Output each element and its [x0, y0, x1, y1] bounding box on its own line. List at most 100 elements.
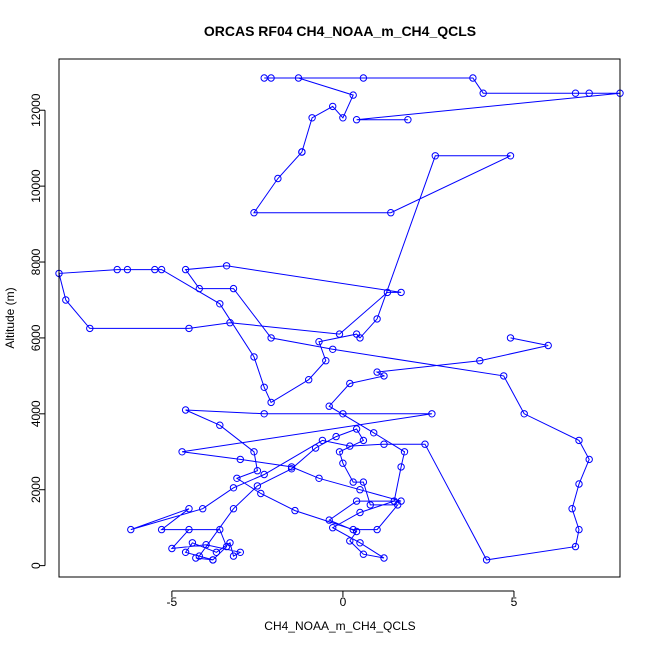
data-point [253, 482, 262, 490]
data-point [380, 440, 388, 448]
data-point [157, 525, 166, 534]
data-point [168, 544, 176, 553]
data-point [157, 265, 166, 274]
data-point [352, 116, 361, 124]
data-point [325, 516, 333, 524]
data-point [397, 288, 405, 297]
y-tick-label: 2000 [29, 476, 43, 503]
data-point [575, 480, 583, 488]
series-line-1 [58, 77, 621, 561]
data-point [226, 539, 234, 547]
data-point [185, 525, 193, 534]
data-point [250, 353, 258, 361]
data-point [428, 410, 436, 418]
data-point [229, 284, 238, 293]
data-point [349, 91, 357, 99]
x-tick-label: -5 [167, 595, 178, 609]
data-point [339, 459, 347, 467]
data-point [346, 442, 354, 450]
data-point [352, 527, 361, 536]
data-point [291, 506, 299, 515]
data-point [229, 505, 238, 513]
data-point [335, 330, 344, 338]
data-point [506, 334, 515, 342]
data-point [359, 74, 368, 82]
data-point [181, 406, 190, 414]
data-point [359, 436, 368, 445]
data-point [226, 319, 234, 327]
data-point [356, 486, 364, 494]
data-point [113, 265, 121, 274]
data-point [322, 357, 330, 365]
data-point [216, 525, 224, 534]
y-tick-label: 4000 [29, 400, 43, 427]
data-point [571, 89, 580, 97]
data-point [352, 497, 361, 505]
data-point [123, 265, 132, 274]
data-point [250, 209, 258, 217]
data-point [229, 484, 238, 492]
data-point [185, 324, 193, 333]
y-tick-label: 0 [29, 562, 43, 569]
data-point [346, 379, 354, 388]
data-point [329, 524, 337, 532]
data-point [476, 357, 484, 365]
data-point [195, 552, 204, 560]
data-point [585, 89, 593, 97]
data-point [260, 470, 268, 479]
data-point [212, 548, 221, 556]
data-point [500, 372, 508, 380]
data-point [431, 152, 439, 160]
data-point [335, 448, 344, 456]
y-tick-label: 6000 [29, 324, 43, 351]
data-point [315, 338, 323, 346]
data-point [390, 497, 398, 505]
data-point [356, 508, 364, 517]
data-point [370, 429, 378, 437]
data-point [202, 541, 210, 549]
data-point [346, 537, 354, 545]
data-point [482, 556, 491, 564]
data-point [575, 436, 583, 445]
data-point [222, 262, 231, 270]
plot-area [55, 74, 624, 564]
data-point [199, 505, 207, 513]
data-point [421, 440, 429, 448]
data-point [260, 410, 268, 418]
data-point [274, 174, 282, 183]
y-axis-label: Altitude (m) [3, 287, 17, 348]
data-point [585, 455, 593, 464]
data-point [404, 116, 412, 124]
y-tick-label: 8000 [29, 248, 43, 275]
data-point [233, 474, 241, 482]
data-point [339, 410, 347, 418]
data-point [397, 463, 405, 471]
data-point [359, 478, 368, 486]
data-point [349, 478, 357, 486]
data-point [178, 448, 186, 456]
data-point [294, 74, 303, 82]
chart-title: ORCAS RF04 CH4_NOAA_m_CH4_QCLS [204, 23, 476, 39]
data-point [318, 436, 327, 445]
data-point [575, 525, 583, 534]
data-point [185, 505, 193, 513]
data-point [260, 74, 268, 82]
data-point [216, 421, 224, 429]
data-point [305, 376, 313, 384]
data-point [257, 489, 265, 498]
data-point [469, 74, 477, 82]
data-point [236, 548, 245, 556]
data-point [267, 398, 275, 407]
data-point [86, 324, 94, 333]
data-point [520, 410, 528, 418]
data-point [216, 300, 224, 308]
data-point [332, 432, 340, 441]
data-point [373, 368, 381, 376]
data-point [188, 539, 197, 547]
data-point [209, 556, 217, 564]
x-tick-label: 5 [511, 595, 518, 609]
x-axis-label: CH4_NOAA_m_CH4_QCLS [264, 619, 415, 633]
data-point [325, 402, 333, 410]
